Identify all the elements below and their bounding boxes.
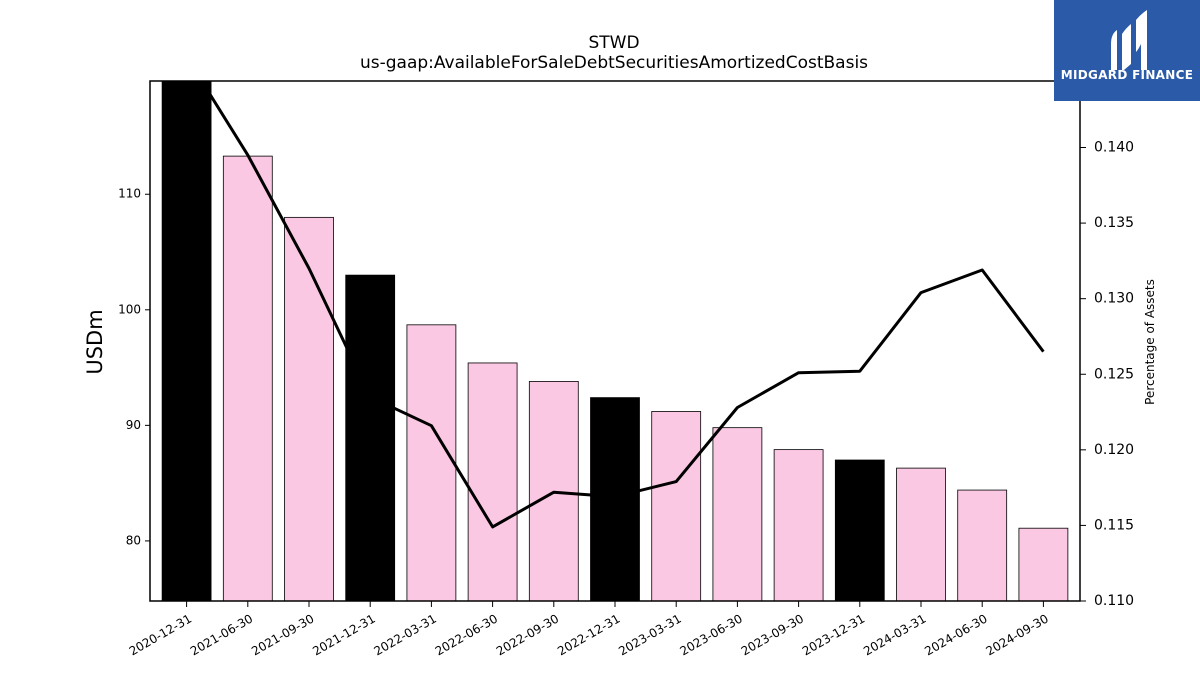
bar-2021-09-30 (284, 216, 334, 602)
x-tick-label: 2023-06-30 (677, 611, 744, 658)
percentage-line (199, 81, 1045, 529)
x-tick-label: 2023-09-30 (739, 611, 806, 658)
y-right-tick-label: 0.135 (1094, 215, 1134, 231)
bar-2022-03-31 (406, 324, 457, 602)
chart-title: STWD (588, 33, 639, 53)
x-tick-label: 2024-09-30 (983, 611, 1050, 658)
x-tick-label: 2022-12-31 (555, 611, 622, 658)
bar-2023-06-30 (712, 427, 763, 602)
x-tick-label: 2022-06-30 (433, 611, 500, 658)
y-tick-label: 100 (118, 302, 141, 316)
logo: MIDGARD FINANCE (1054, 0, 1200, 101)
logo-mark-icon (1111, 10, 1147, 70)
x-tick-label: 2020-12-31 (127, 611, 194, 658)
x-tick-label: 2022-03-31 (371, 611, 438, 658)
logo-text: MIDGARD FINANCE (1060, 68, 1194, 82)
y-right-tick-label: 0.140 (1094, 140, 1134, 156)
bar-2024-03-31 (896, 467, 946, 602)
bar-2022-12-31 (590, 397, 640, 602)
bar-2021-06-30 (222, 155, 273, 602)
bar-2022-06-30 (467, 362, 518, 602)
bar-2021-12-31 (345, 274, 396, 602)
bar-2024-06-30 (957, 489, 1008, 602)
bar-2023-12-31 (834, 459, 885, 602)
x-tick-label: 2022-09-30 (494, 611, 561, 658)
chart-subtitle: us-gaap:AvailableForSaleDebtSecuritiesAm… (360, 53, 868, 73)
y-axis-label: USDm (83, 309, 107, 374)
line-series (199, 81, 1045, 529)
x-tick-label: 2021-06-30 (188, 611, 255, 658)
y-right-tick-label: 0.110 (1094, 593, 1134, 609)
y-tick-label: 80 (126, 533, 141, 547)
bars (161, 80, 1069, 602)
y-tick-label: 90 (126, 418, 141, 432)
y-tick-label: 110 (118, 187, 141, 201)
x-tick-label: 2024-03-31 (861, 611, 928, 658)
y-right-tick-label: 0.125 (1094, 366, 1134, 382)
bar-2020-12-31 (161, 80, 212, 602)
y-right-tick-label: 0.115 (1094, 517, 1134, 533)
x-tick-label: 2023-12-31 (800, 611, 867, 658)
bar-2023-09-30 (773, 449, 824, 602)
y-axis-label-right: Percentage of Assets (1143, 279, 1157, 405)
x-tick-label: 2021-12-31 (310, 611, 377, 658)
x-tick-label: 2024-06-30 (922, 611, 989, 658)
bar-2024-09-30 (1018, 527, 1069, 602)
x-tick-label: 2021-09-30 (249, 611, 316, 658)
y-right-tick-label: 0.130 (1094, 291, 1134, 307)
bar-2023-03-31 (651, 411, 702, 602)
y-right-tick-label: 0.120 (1094, 442, 1134, 458)
x-tick-label: 2023-03-31 (616, 611, 683, 658)
